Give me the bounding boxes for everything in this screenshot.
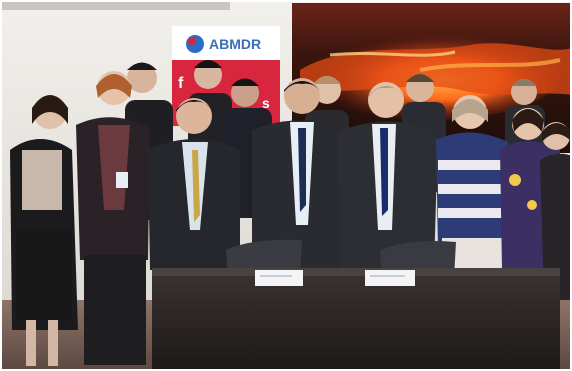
conference-table [152, 268, 560, 371]
banner-tagline-right: s [262, 95, 270, 111]
document-left [255, 270, 303, 286]
ceiling-strip [0, 0, 230, 10]
person-left-2 [76, 71, 150, 365]
banner-tagline-left: f [178, 75, 184, 92]
person-front-1 [148, 98, 240, 270]
document-right [365, 270, 415, 286]
abmdr-logo-icon [186, 35, 204, 53]
front-row-people [10, 71, 572, 366]
person-front-2 [252, 78, 345, 268]
person-edge-right [540, 122, 572, 300]
person-left-1 [10, 95, 78, 366]
person-front-4 [436, 95, 508, 270]
person-front-3 [338, 82, 438, 268]
banner-logo-text: ABMDR [209, 36, 261, 52]
